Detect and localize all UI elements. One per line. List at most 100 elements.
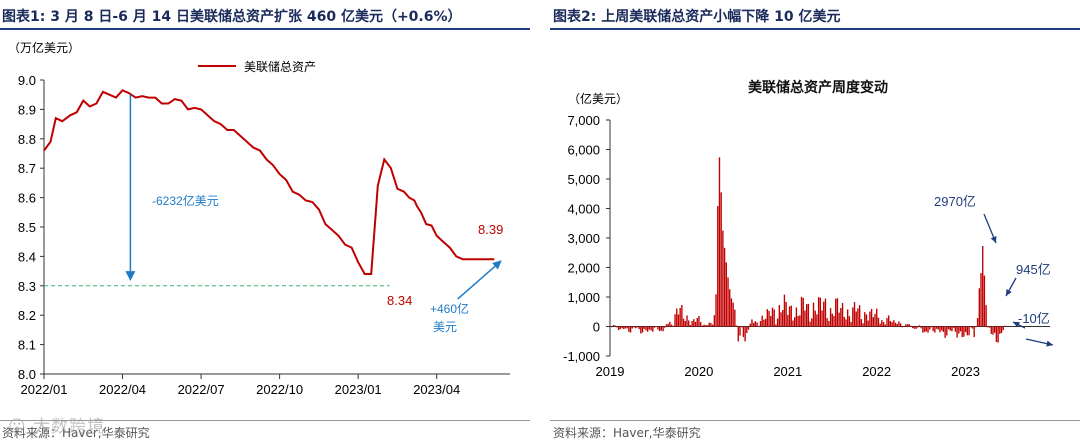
chart2-bar xyxy=(841,303,844,327)
chart2-bar xyxy=(819,297,822,327)
chart2-bar xyxy=(800,296,803,327)
chart2-bar xyxy=(672,325,674,327)
chart2-bar xyxy=(785,301,787,327)
chart2-bar xyxy=(976,318,979,327)
chart2-bar xyxy=(657,326,659,330)
chart2-bar xyxy=(823,301,825,327)
chart2-bar xyxy=(951,326,953,332)
chart2-x-tick: 2023 xyxy=(951,364,980,379)
chart2-bar xyxy=(927,326,929,333)
chart2-bar xyxy=(894,322,897,327)
chart2-bar xyxy=(689,325,692,327)
chart2-bar xyxy=(761,315,763,327)
chart2-bar xyxy=(835,298,837,327)
chart2-bar xyxy=(711,324,714,327)
chart2-bar xyxy=(621,326,623,329)
chart2-bar xyxy=(804,310,806,327)
chart2-bar xyxy=(788,306,791,327)
chart1-y-tick: 8.4 xyxy=(18,249,36,264)
chart2-bar xyxy=(778,305,780,327)
chart2-bar xyxy=(787,315,789,327)
chart1-x-tick: 2022/04 xyxy=(99,382,146,397)
chart2-bar xyxy=(949,326,951,331)
chart2-arrow-trend-head xyxy=(1046,340,1053,347)
chart2-bar xyxy=(922,326,924,333)
chart2-bar xyxy=(681,305,683,327)
chart2-bar xyxy=(872,317,874,327)
chart1-annotation-decline: -6232亿美元 xyxy=(152,193,219,208)
chart1-y-tick: 8.1 xyxy=(18,338,36,353)
chart2-bar xyxy=(624,326,627,329)
chart2-bar xyxy=(1002,326,1004,331)
chart2-bar xyxy=(739,326,741,336)
chart2-bar xyxy=(698,316,700,327)
chart2-bar xyxy=(742,326,745,338)
chart2-bar xyxy=(807,303,810,327)
chart2-bar xyxy=(650,326,652,331)
chart1-y-tick: 8.8 xyxy=(18,132,36,147)
chart2-y-tick: -1,000 xyxy=(563,349,600,364)
chart2-bar xyxy=(677,314,680,327)
chart2-bar xyxy=(773,309,775,327)
chart1-x-tick: 2023/01 xyxy=(335,382,382,397)
chart2-bar xyxy=(855,311,857,327)
chart2-annotations: 2970亿 945亿 -10亿 xyxy=(934,194,1051,326)
chart2-bar xyxy=(723,247,726,327)
chart2-bar xyxy=(964,326,967,333)
chart1-legend-label: 美联储总资产 xyxy=(244,59,316,74)
chart2-bar xyxy=(901,326,904,328)
chart2-bar xyxy=(941,326,943,331)
chart2-bar xyxy=(741,326,743,328)
chart2-bar xyxy=(840,308,842,327)
chart2-bar xyxy=(705,325,707,327)
chart2-bar xyxy=(652,326,654,332)
chart2-bar xyxy=(628,326,630,332)
chart2-bar xyxy=(718,157,721,327)
chart2-arrow-minus10-head xyxy=(1013,322,1020,328)
chart2-bar xyxy=(911,326,914,329)
chart2-source: 资料来源：Haver,华泰研究 xyxy=(553,426,701,440)
chart2-bar xyxy=(758,325,760,327)
chart2-bar xyxy=(626,326,628,329)
chart2-bar xyxy=(821,310,823,327)
chart2-bar xyxy=(906,324,909,327)
chart1-x-tick: 2022/07 xyxy=(178,382,225,397)
chart2-bar xyxy=(858,305,861,327)
chart2-bar xyxy=(619,326,622,330)
chart2-bar xyxy=(667,323,669,327)
chart2-bar xyxy=(934,326,936,333)
chart2-bar xyxy=(783,294,786,327)
chart2-bar xyxy=(693,319,695,327)
chart2-bar xyxy=(686,315,688,327)
chart2-bar xyxy=(853,302,856,327)
chart2-footer-rule xyxy=(550,420,1080,421)
chart2-bar xyxy=(759,321,762,327)
chart2-bar xyxy=(992,326,994,335)
chart2-bar xyxy=(893,320,895,327)
chart2-bar xyxy=(968,326,970,336)
chart2-bar xyxy=(795,307,798,327)
chart2-bar xyxy=(658,326,661,332)
chart2-y-tick: 6,000 xyxy=(567,143,600,158)
chart2-bar xyxy=(749,323,751,327)
chart2-bar xyxy=(725,262,727,327)
chart2-bar xyxy=(877,317,880,327)
chart2-bar xyxy=(766,309,769,327)
chart2-bar xyxy=(843,316,845,327)
chart2-bar xyxy=(869,311,871,327)
chart2-bar xyxy=(805,304,808,327)
chart2-bar xyxy=(923,326,926,332)
chart2-x-tick: 2022 xyxy=(862,364,891,379)
chart2-bar xyxy=(959,326,962,332)
chart1-annotations: -6232亿美元 8.39 8.34 +460亿 美元 xyxy=(152,193,503,334)
chart2-y-tick: 7,000 xyxy=(567,113,600,128)
chart2-bar xyxy=(674,314,676,327)
chart1-title: 图表1: 3 月 8 日-6 月 14 日美联储总资产扩张 460 亿美元（+0… xyxy=(2,9,462,25)
chart2-bar xyxy=(645,326,647,331)
chart2-bar xyxy=(879,323,881,327)
chart1-label-8-34: 8.34 xyxy=(387,293,412,308)
chart2-annotation-2970: 2970亿 xyxy=(934,194,976,209)
chart1-y-tick: 8.2 xyxy=(18,308,36,323)
chart2-bar xyxy=(915,326,917,329)
chart2-bar xyxy=(932,326,934,332)
